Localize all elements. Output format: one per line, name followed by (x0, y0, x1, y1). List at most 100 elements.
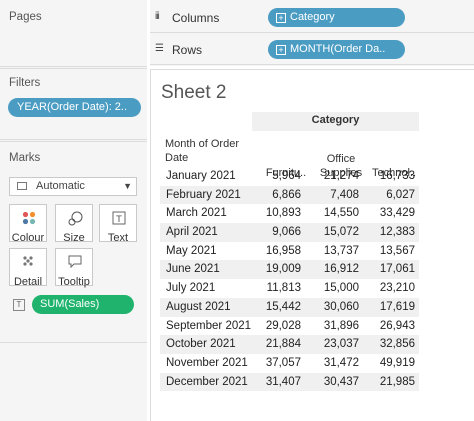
cell-office-supplies[interactable]: 15,072 (323, 226, 359, 239)
cell-furniture[interactable]: 29,028 (265, 319, 301, 332)
month-order-date-pill[interactable]: + MONTH(Order Da.. (268, 40, 405, 59)
cell-technology[interactable]: 12,383 (379, 226, 415, 239)
row-header-title[interactable]: Month of Order Date (165, 137, 239, 165)
cell-office-supplies[interactable]: 23,037 (323, 338, 359, 351)
filter-pill-year-order-date[interactable]: YEAR(Order Date): 2.. (8, 98, 141, 117)
table-row[interactable]: September 2021 29,028 31,896 26,943 (160, 317, 419, 336)
size-icon (68, 211, 83, 226)
month-pill-label: MONTH(Order Da.. (290, 43, 386, 55)
table-row[interactable]: January 2021 5,964 21,274 16,733 (160, 167, 419, 186)
row-month-label[interactable]: May 2021 (166, 244, 217, 257)
cell-technology[interactable]: 6,027 (386, 188, 415, 201)
sum-sales-pill[interactable]: SUM(Sales) (32, 295, 134, 314)
cell-furniture[interactable]: 37,057 (265, 356, 301, 369)
tooltip-button[interactable]: Tooltip (55, 248, 93, 288)
cell-office-supplies[interactable]: 16,912 (323, 263, 359, 276)
pages-title: Pages (9, 11, 42, 23)
text-label: Text (107, 232, 129, 244)
cell-furniture[interactable]: 6,866 (272, 188, 301, 201)
text-button[interactable]: T Text (99, 204, 137, 244)
row-month-label[interactable]: June 2021 (166, 263, 220, 276)
column-header-furniture[interactable]: Furnitu.. (254, 152, 318, 180)
cell-technology[interactable]: 33,429 (379, 207, 415, 220)
cell-furniture[interactable]: 9,066 (272, 226, 301, 239)
category-pill[interactable]: + Category (268, 8, 405, 27)
detail-button[interactable]: Detail (9, 248, 47, 288)
row-month-label[interactable]: March 2021 (166, 207, 227, 220)
size-label: Size (63, 232, 85, 244)
cell-technology[interactable]: 16,733 (379, 170, 415, 182)
row-month-label[interactable]: February 2021 (166, 188, 241, 201)
cell-furniture[interactable]: 11,813 (266, 282, 301, 295)
cell-office-supplies[interactable]: 31,896 (323, 319, 359, 332)
shelves-area: iii Columns + Category ☰ Rows + MONTH(Orde… (150, 0, 474, 66)
cell-furniture[interactable]: 10,893 (265, 207, 301, 220)
marks-card: Marks Automatic ▼ Colour Size (0, 141, 147, 343)
sheet-view: Sheet 2 Category Month of Order Date Fur… (150, 69, 474, 421)
table-row[interactable]: November 2021 37,057 31,472 49,919 (160, 354, 419, 373)
table-row[interactable]: April 2021 9,066 15,072 12,383 (160, 223, 419, 242)
row-month-label[interactable]: October 2021 (166, 338, 236, 351)
cell-furniture[interactable]: 31,407 (265, 375, 301, 388)
tooltip-icon (68, 255, 82, 269)
table-row[interactable]: February 2021 6,866 7,408 6,027 (160, 185, 419, 205)
filters-card[interactable]: Filters YEAR(Order Date): 2.. (0, 68, 147, 140)
pages-card[interactable]: Pages (0, 0, 147, 67)
row-month-label[interactable]: January 2021 (166, 170, 236, 182)
cell-technology[interactable]: 17,619 (379, 300, 415, 313)
row-month-label[interactable]: September 2021 (166, 319, 252, 332)
table-row[interactable]: October 2021 21,884 23,037 32,856 (160, 335, 419, 354)
cell-technology[interactable]: 21,985 (379, 375, 415, 388)
table-row[interactable]: March 2021 10,893 14,550 33,429 (160, 204, 419, 223)
cell-furniture[interactable]: 21,884 (265, 338, 301, 351)
columns-shelf[interactable]: iii Columns + Category (150, 2, 474, 33)
cell-furniture[interactable]: 5,964 (272, 170, 301, 182)
colour-button[interactable]: Colour (9, 204, 47, 244)
mark-type-dropdown[interactable]: Automatic ▼ (9, 177, 137, 196)
mark-type-icon (17, 182, 27, 190)
cell-office-supplies[interactable]: 15,000 (323, 282, 359, 295)
rows-label: Rows (172, 43, 203, 57)
cell-furniture[interactable]: 15,442 (265, 300, 301, 313)
cell-office-supplies[interactable]: 30,437 (323, 375, 359, 388)
svg-text:T: T (115, 215, 122, 225)
column-header-line1 (254, 152, 318, 166)
table-row[interactable]: August 2021 15,442 30,060 17,619 (160, 297, 419, 317)
cell-technology[interactable]: 26,943 (379, 319, 415, 332)
row-month-label[interactable]: December 2021 (166, 375, 248, 388)
cell-technology[interactable]: 49,919 (379, 356, 415, 369)
category-header[interactable]: Category (311, 114, 360, 126)
marks-title: Marks (9, 152, 41, 164)
cell-furniture[interactable]: 16,958 (265, 244, 301, 257)
cell-office-supplies[interactable]: 31,472 (323, 356, 359, 369)
row-month-label[interactable]: April 2021 (166, 226, 218, 239)
cell-office-supplies[interactable]: 30,060 (323, 300, 359, 313)
plus-icon[interactable]: + (276, 45, 286, 55)
plus-icon[interactable]: + (276, 13, 286, 23)
cell-office-supplies[interactable]: 13,737 (323, 244, 359, 257)
detail-label: Detail (13, 276, 43, 288)
column-header-office-supplies[interactable]: Office Supplies (311, 152, 371, 180)
table-row[interactable]: July 2021 11,813 15,000 23,210 (160, 279, 419, 298)
rows-shelf[interactable]: ☰ Rows + MONTH(Order Da.. (150, 34, 474, 65)
column-header-technology[interactable]: Technol.. (365, 152, 423, 180)
cell-office-supplies[interactable]: 14,550 (323, 207, 359, 220)
row-month-label[interactable]: July 2021 (166, 282, 216, 295)
cell-furniture[interactable]: 19,009 (265, 263, 301, 276)
table-row[interactable]: May 2021 16,958 13,737 13,567 (160, 242, 419, 261)
text-encoding-icon[interactable]: T (13, 299, 25, 311)
cell-office-supplies[interactable]: 21,274 (323, 170, 359, 182)
table-row[interactable]: June 2021 19,009 16,912 17,061 (160, 260, 419, 280)
table-row[interactable]: December 2021 31,407 30,437 21,985 (160, 372, 419, 392)
row-month-label[interactable]: November 2021 (166, 356, 248, 369)
size-button[interactable]: Size (55, 204, 93, 244)
sheet-title[interactable]: Sheet 2 (161, 82, 227, 103)
crosstab-table: January 2021 5,964 21,274 16,733 February 20… (160, 167, 419, 392)
cell-technology[interactable]: 23,210 (379, 282, 415, 295)
cell-technology[interactable]: 17,061 (379, 263, 415, 276)
cell-technology[interactable]: 13,567 (379, 244, 415, 257)
cell-technology[interactable]: 32,856 (379, 338, 415, 351)
columns-label: Columns (172, 11, 220, 25)
row-month-label[interactable]: August 2021 (166, 300, 231, 313)
cell-office-supplies[interactable]: 7,408 (330, 188, 359, 201)
